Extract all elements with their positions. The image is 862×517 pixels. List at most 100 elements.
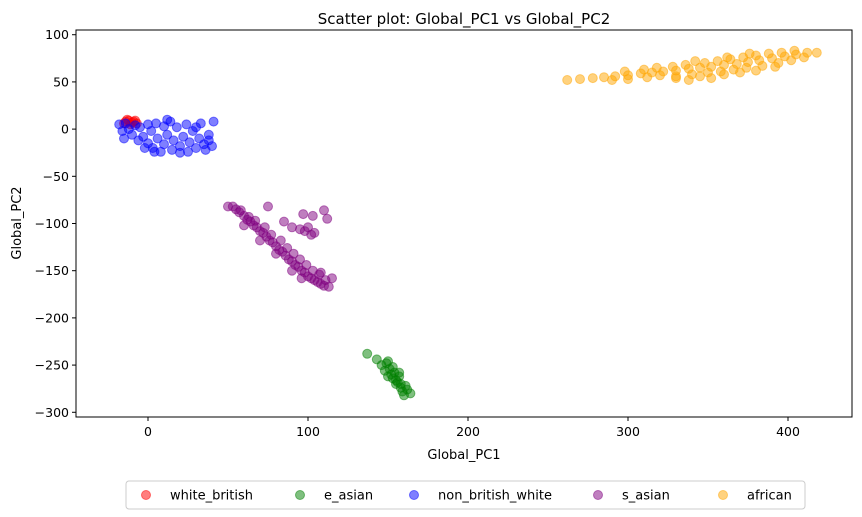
plot-points (114, 45, 822, 401)
point-s_asian (235, 205, 246, 216)
point-e_asian (405, 388, 416, 399)
point-african (680, 59, 691, 70)
point-non_british_white (139, 143, 150, 153)
point-african (789, 45, 800, 56)
point-s_asian (298, 209, 309, 220)
legend-label-african: african (747, 489, 792, 504)
point-non_british_white (138, 131, 149, 142)
y-axis-label: Global_PC2 (10, 186, 25, 259)
point-african (690, 56, 701, 67)
point-african (770, 61, 781, 72)
y-tick-label: 0 (61, 122, 69, 137)
legend-label-e_asian: e_asian (324, 489, 373, 504)
legend-marker-african (718, 490, 728, 500)
point-african (587, 73, 598, 84)
legend-label-s_asian: s_asian (622, 489, 670, 504)
point-non_british_white (181, 119, 192, 130)
legend-label-non_british_white: non_british_white (438, 489, 552, 504)
x-tick-label: 200 (456, 424, 480, 439)
point-african (744, 48, 755, 59)
point-e_asian (400, 380, 411, 391)
point-e_asian (387, 373, 398, 384)
point-african (683, 75, 694, 85)
y-tick-label: −150 (35, 263, 69, 278)
point-african (776, 47, 787, 58)
point-african (811, 47, 822, 58)
point-african (575, 74, 585, 85)
x-tick-label: 0 (144, 424, 152, 439)
legend-marker-s_asian (593, 490, 603, 500)
point-african (799, 52, 809, 63)
point-s_asian (271, 248, 281, 259)
point-non_british_white (152, 133, 163, 144)
point-non_british_white (203, 135, 214, 146)
point-african (562, 75, 573, 85)
point-s_asian (288, 248, 299, 259)
x-axis: 0 100 200 300 400 (144, 417, 800, 439)
point-african (639, 64, 649, 75)
legend: white_british e_asian non_british_white s_a… (125, 480, 806, 510)
point-non_british_white (175, 147, 185, 158)
point-non_british_white (127, 129, 137, 140)
point-african (619, 66, 630, 77)
legend-marker-white_british (141, 490, 151, 500)
legend-marker-e_asian (295, 490, 305, 500)
point-e_asian (394, 367, 405, 378)
point-s_asian (239, 220, 249, 231)
point-e_asian (384, 363, 395, 374)
y-tick-label: 100 (45, 27, 69, 42)
point-non_british_white (159, 139, 169, 150)
point-non_british_white (119, 133, 129, 144)
y-tick-label: −300 (35, 405, 69, 420)
point-s_asian (296, 273, 307, 284)
x-axis-label: Global_PC1 (427, 448, 500, 463)
point-s_asian (319, 205, 329, 216)
y-tick-label: −50 (43, 169, 69, 184)
point-s_asian (309, 227, 320, 238)
point-non_british_white (162, 114, 173, 125)
point-african (722, 52, 733, 63)
point-s_asian (322, 213, 333, 224)
point-african (719, 69, 729, 80)
chart-title: Scatter plot: Global_PC1 vs Global_PC2 (318, 10, 611, 29)
point-s_asian (295, 254, 305, 265)
point-non_british_white (191, 122, 201, 133)
point-s_asian (279, 216, 289, 227)
point-african (699, 58, 710, 68)
plot-frame (75, 29, 853, 418)
point-african (735, 67, 745, 78)
x-tick-label: 400 (776, 424, 800, 439)
y-tick-label: −250 (35, 358, 69, 373)
point-s_asian (259, 222, 270, 233)
point-s_asian (263, 201, 273, 212)
point-s_asian (307, 210, 318, 221)
point-s_asian (301, 260, 312, 270)
point-african (712, 56, 723, 67)
point-s_asian (287, 265, 297, 276)
legend-frame (125, 480, 806, 510)
point-e_asian (362, 348, 373, 359)
y-tick-label: 50 (53, 74, 69, 89)
point-african (607, 75, 617, 85)
point-non_british_white (191, 143, 201, 153)
point-non_british_white (208, 116, 219, 127)
y-axis: 100 50 0 −50 −100 −150 −200 −250 −300 (35, 27, 76, 420)
point-african (763, 48, 774, 59)
point-non_british_white (171, 122, 182, 133)
legend-label-white_british: white_british (170, 489, 253, 504)
point-non_british_white (178, 131, 189, 142)
point-african (667, 61, 678, 72)
point-non_british_white (162, 129, 173, 140)
point-african (786, 55, 797, 66)
point-african (651, 62, 662, 73)
point-s_asian (255, 235, 265, 246)
point-s_asian (275, 235, 286, 246)
point-s_asian (250, 215, 261, 226)
point-s_asian (282, 243, 293, 253)
point-s_asian (315, 267, 326, 278)
point-non_british_white (149, 146, 160, 157)
point-african (695, 71, 705, 82)
y-tick-label: −200 (35, 310, 69, 325)
point-african (671, 73, 681, 84)
